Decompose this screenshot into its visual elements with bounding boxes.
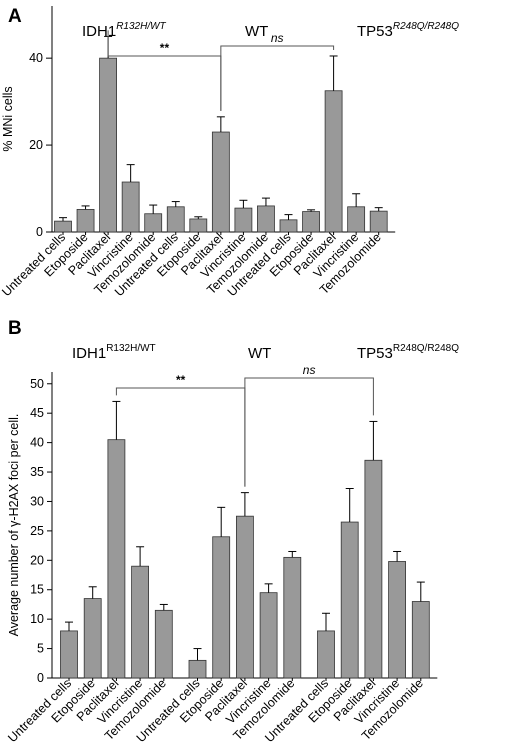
bar bbox=[364, 459, 383, 679]
y-tick-label: 20 bbox=[30, 553, 44, 567]
bar bbox=[188, 659, 207, 679]
y-tick-label: 40 bbox=[29, 51, 43, 65]
group-label: WT bbox=[248, 345, 271, 362]
y-axis-title: % MNi cells bbox=[1, 86, 15, 151]
bar bbox=[317, 630, 335, 679]
significance-label: ns bbox=[303, 363, 316, 377]
significance-label: ** bbox=[160, 41, 170, 55]
bar bbox=[235, 515, 254, 679]
y-tick-label: 0 bbox=[36, 225, 43, 239]
significance-label: ns bbox=[271, 31, 284, 45]
bar bbox=[166, 206, 185, 233]
bar bbox=[347, 206, 366, 233]
bar bbox=[234, 207, 253, 233]
group-label: WT bbox=[245, 23, 268, 40]
y-tick-label: 50 bbox=[30, 377, 44, 391]
chart-panel-a: A IDH1R132H/WT WT TP53R248Q/R248Q 0 20 40 % MNi… bbox=[0, 6, 459, 299]
y-tick-label: 20 bbox=[29, 138, 43, 152]
y-axis-title: Average number of γ-H2AX foci per cell. bbox=[7, 414, 21, 637]
bar bbox=[369, 210, 388, 233]
bar bbox=[154, 609, 173, 679]
bar bbox=[388, 561, 407, 679]
y-tick-label: 0 bbox=[37, 671, 44, 685]
y-tick-label: 45 bbox=[30, 406, 44, 420]
bar bbox=[257, 205, 275, 233]
significance-label: ** bbox=[176, 373, 186, 387]
y-tick-label: 25 bbox=[30, 524, 44, 538]
bar bbox=[144, 213, 163, 233]
bar bbox=[302, 211, 320, 233]
y-tick-label: 40 bbox=[30, 436, 44, 450]
bar bbox=[211, 131, 230, 233]
chart-panel-b: B IDH1R132H/WT WT TP53R248Q/R248Q 0 5 10 15 20 25… bbox=[5, 318, 459, 745]
y-tick-label: 15 bbox=[30, 583, 44, 597]
bar bbox=[107, 439, 126, 679]
bar bbox=[76, 208, 95, 233]
group-label: IDH1R132H/WT bbox=[72, 343, 156, 362]
bar bbox=[283, 556, 302, 679]
bar bbox=[324, 90, 343, 233]
bar bbox=[60, 630, 78, 679]
bar bbox=[212, 536, 231, 679]
bar bbox=[99, 57, 117, 233]
panel-letter: B bbox=[8, 318, 22, 339]
group-label: TP53R248Q/R248Q bbox=[357, 21, 459, 40]
bar bbox=[411, 601, 430, 679]
y-tick-label: 35 bbox=[30, 465, 44, 479]
y-tick-label: 5 bbox=[37, 642, 44, 656]
bar bbox=[121, 181, 140, 233]
bar bbox=[83, 598, 102, 679]
significance-bracket bbox=[220, 45, 335, 111]
y-tick-label: 10 bbox=[30, 612, 44, 626]
group-label: TP53R248Q/R248Q bbox=[357, 343, 459, 362]
y-tick-label: 30 bbox=[30, 494, 44, 508]
significance-bracket bbox=[244, 377, 374, 487]
panel-letter: A bbox=[8, 6, 22, 27]
bar bbox=[340, 521, 359, 679]
bar bbox=[131, 565, 150, 679]
bar bbox=[259, 592, 278, 679]
significance-bracket bbox=[115, 387, 246, 487]
group-label: IDH1R132H/WT bbox=[82, 21, 167, 40]
